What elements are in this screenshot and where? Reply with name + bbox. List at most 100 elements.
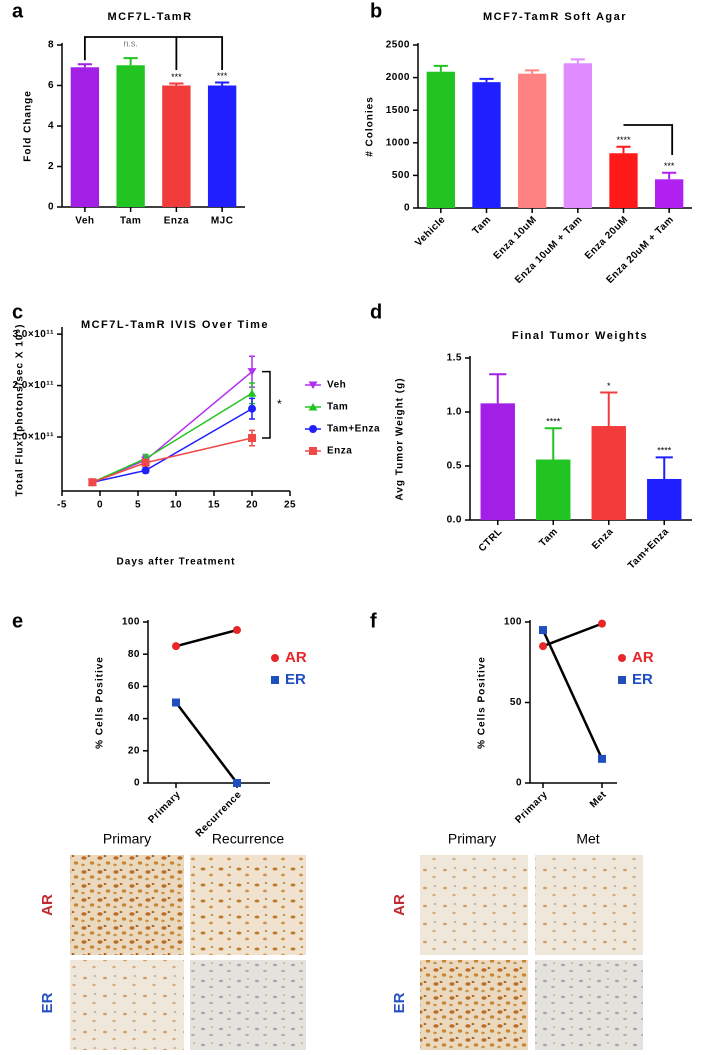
x-tick-label: Enza [590, 526, 616, 552]
bar [426, 71, 455, 209]
y-tick-label: 100 [504, 617, 522, 628]
marker [247, 368, 257, 376]
line [92, 371, 253, 483]
y-tick-label: 8 [48, 40, 54, 51]
annotation: *** [217, 71, 228, 81]
x-tick-label: 0 [97, 500, 103, 511]
chart-title: MCF7-TamR Soft Agar [483, 11, 627, 23]
x-tick-label: 20 [246, 500, 258, 511]
legend-label: AR [632, 649, 654, 666]
y-tick-label: 500 [392, 170, 410, 181]
error-bar [123, 57, 138, 66]
x-tick-label: Enza [164, 216, 189, 227]
y-tick-label: 0.5 [447, 461, 462, 472]
micrograph [190, 855, 306, 955]
x-tick-label: 15 [208, 500, 220, 511]
annotation: * [277, 397, 282, 411]
bar [116, 65, 145, 207]
error-bar [77, 63, 92, 68]
line [92, 437, 253, 483]
micrograph [70, 960, 184, 1050]
x-tick-label: Enza 20uM [583, 214, 631, 262]
bar [472, 82, 501, 208]
bar [563, 63, 592, 209]
y-tick-label: 0.0 [447, 515, 462, 526]
y-tick-label: 60 [128, 681, 140, 692]
marker [233, 779, 241, 787]
line [175, 701, 238, 784]
marker [248, 434, 256, 443]
x-axis-label: Days after Treatment [117, 557, 236, 568]
chart: f % Cells Positive 0 50 100 Primary Met AR ER [370, 610, 654, 826]
bar [207, 85, 237, 207]
x-tick-label: MJC [211, 216, 234, 227]
marker [271, 676, 279, 684]
bracket [262, 370, 271, 439]
micrograph [535, 855, 643, 955]
y-axis-label: Fold Change [23, 90, 34, 162]
legend-label: Veh [327, 380, 346, 391]
legend-label: Tam+Enza [327, 424, 380, 435]
error-bar [662, 171, 677, 180]
micrograph [190, 960, 306, 1050]
x-tick-label: Tam [537, 526, 560, 549]
bar [518, 73, 547, 208]
x-tick-label: -5 [57, 500, 67, 511]
micrographs-right: Primary Met AR ER [391, 831, 643, 1050]
annotation: **** [657, 446, 672, 456]
column-header: Met [576, 831, 599, 847]
x-tick-label: 25 [284, 500, 296, 511]
panel-label: b [370, 0, 382, 22]
x-tick-label: Veh [75, 216, 94, 227]
row-label: ER [391, 992, 408, 1013]
y-tick-label: 1.0 [447, 407, 462, 418]
x-tick-label: CTRL [477, 526, 505, 554]
annotation: **** [546, 417, 561, 427]
y-axis-label: # Colonies [365, 96, 376, 157]
error-bar [433, 64, 448, 72]
x-tick-label: Primary [513, 789, 550, 826]
bar [480, 403, 515, 520]
bar [655, 179, 684, 208]
panel-label: a [12, 0, 24, 22]
marker [308, 403, 318, 411]
y-tick-label: 100 [122, 617, 140, 628]
y-tick-label: 50 [510, 697, 522, 708]
column-header: Recurrence [212, 831, 285, 847]
y-tick-label: 0 [404, 203, 410, 214]
annotation: *** [664, 161, 675, 171]
chart: d Final Tumor Weights Avg Tumor Weight (g)… [370, 301, 692, 571]
y-tick-label: 2.0×10¹¹ [12, 380, 54, 391]
marker [618, 676, 626, 684]
line [542, 622, 603, 648]
y-tick-label: 20 [128, 745, 140, 756]
marker [271, 654, 279, 662]
y-tick-label: 6 [48, 80, 54, 91]
marker [308, 381, 318, 389]
chart: c MCF7L-TamR IVIS Over Time Total Flux (ph… [12, 301, 380, 567]
x-tick-label: Tam [471, 214, 494, 237]
panel-label: e [12, 610, 23, 632]
error-bar [489, 373, 507, 404]
column-header: Primary [103, 831, 151, 847]
marker [88, 478, 97, 487]
y-tick-label: 1500 [386, 105, 410, 116]
chart: a MCF7L-TamR Fold Change 0 2 4 6 8 Veh Tam n.s. Enz… [12, 0, 245, 227]
annotation: n.s. [123, 39, 138, 49]
line [175, 628, 238, 648]
panel-label: f [370, 610, 377, 632]
error-bar [544, 427, 562, 460]
marker [172, 698, 180, 707]
marker [141, 466, 150, 475]
annotation: * [607, 381, 611, 391]
x-tick-label: Enza 10uM [492, 214, 540, 262]
y-tick-label: 1.0×10¹¹ [12, 432, 54, 443]
bar [647, 478, 682, 520]
y-axis-label: Total Flux (photons/sec X 10⁹) [15, 324, 26, 497]
bar [591, 426, 626, 520]
y-axis-label: % Cells Positive [95, 656, 106, 749]
legend-label: Enza [327, 446, 352, 457]
marker [247, 389, 257, 397]
y-tick-label: 0 [516, 778, 522, 789]
